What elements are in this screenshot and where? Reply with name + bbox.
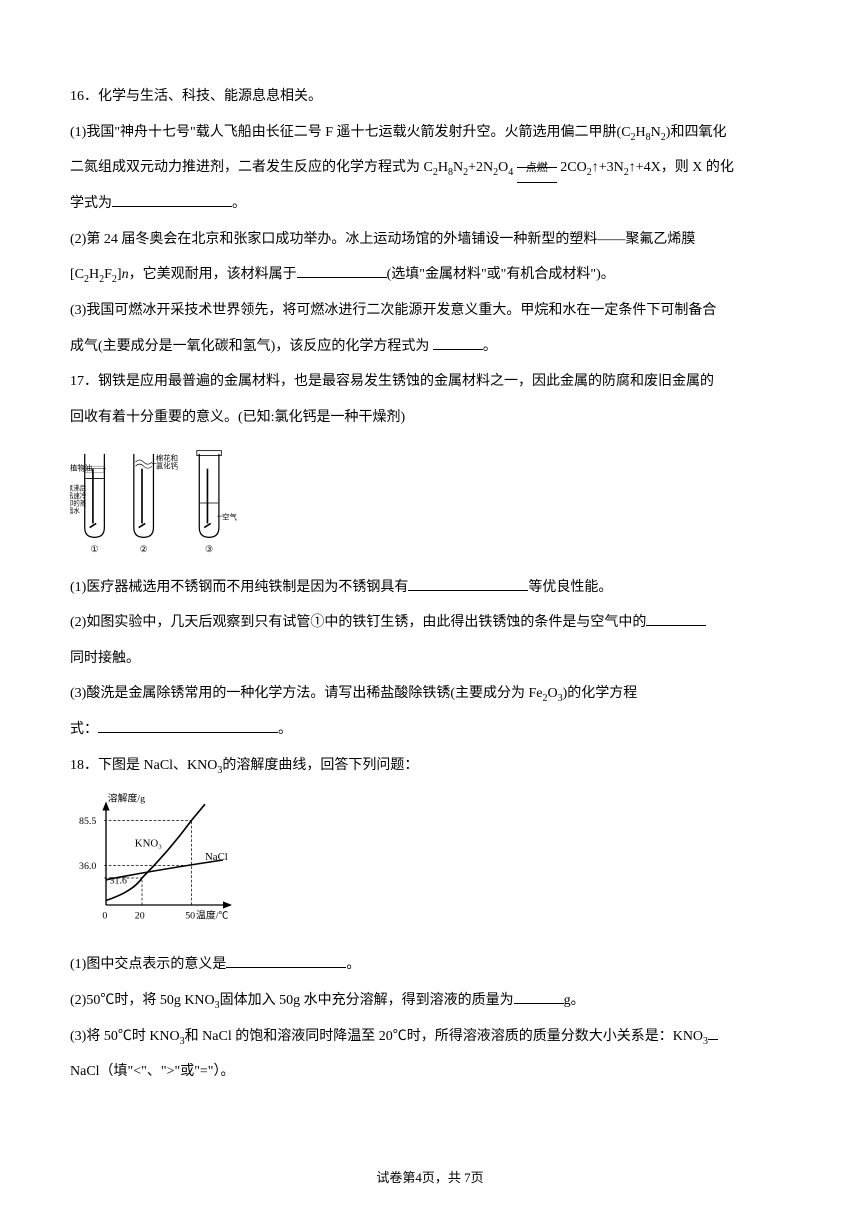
t: )和四氧化: [666, 125, 727, 140]
t: 式：: [70, 722, 98, 737]
q16-p1: (1)我国"神舟十七号"载人飞船由长征二号 F 遥十七运载火箭发射升空。火箭选用…: [70, 116, 790, 150]
y36: 36.0: [79, 861, 96, 872]
q16-p2: 二氮组成双元动力推进剂，二者发生反应的化学方程式为 C2H8N2+2N2O4 点…: [70, 151, 790, 185]
t: g。: [564, 993, 585, 1008]
t: 。: [483, 339, 497, 354]
t: 2CO: [560, 160, 586, 175]
t: (1)我国"神舟十七号"载人飞船由长征二号 F 遥十七运载火箭发射升空。火箭选用…: [70, 125, 631, 140]
blank: [112, 189, 232, 207]
solubility-chart: 溶解度/g 温度/℃ 85.5 36.0 31.6 0 20 50 KNO₃ N…: [70, 785, 250, 935]
q18-p3: (3)将 50℃时 KNO3和 NaCl 的饱和溶液同时降温至 20℃时，所得溶…: [70, 1020, 790, 1054]
q17-p4: 式： 。: [70, 713, 790, 747]
line: [517, 167, 557, 168]
n-italic: n: [122, 267, 129, 282]
blank: [297, 260, 387, 278]
nacl-label: NaCl: [205, 851, 228, 863]
air-label: 空气: [222, 512, 237, 521]
t: O: [548, 686, 558, 701]
tube-diagram: ① 植物油 煮沸后迅速冷却的蒸馏水 ② 棉花和氯化钙: [70, 443, 790, 563]
t: ↑+3N: [592, 160, 624, 175]
t: O: [498, 160, 508, 175]
blank: [514, 986, 564, 1004]
t: +2N: [468, 160, 493, 175]
y-axis-label: 溶解度/g: [108, 791, 145, 804]
t: 固体加入 50g 水中充分溶解，得到溶液的质量为: [220, 993, 514, 1008]
kno3-label: KNO₃: [135, 837, 162, 849]
oil-label: 植物油: [70, 463, 92, 472]
t: N: [453, 160, 463, 175]
blank: [433, 332, 483, 350]
x50: 50: [185, 910, 195, 921]
t: H: [89, 267, 99, 282]
q17-p1: (1)医疗器械选用不锈钢而不用纯铁制是因为不锈钢具有 等优良性能。: [70, 571, 790, 605]
t: (1)图中交点表示的意义是: [70, 957, 226, 972]
t: 学式为: [70, 196, 112, 211]
q17-p3: (3)酸洗是金属除锈常用的一种化学方法。请写出稀盐酸除铁锈(主要成分为 Fe2O…: [70, 677, 790, 711]
q16-p3: 学式为 。: [70, 187, 790, 221]
t: 和 NaCl 的饱和溶液同时降温至 20℃时，所得溶液溶质的质量分数大小关系是：…: [185, 1029, 703, 1044]
t: F: [104, 267, 112, 282]
q16-p7: 成气(主要成分是一氧化碳和氢气)，该反应的化学方程式为 。: [70, 330, 790, 364]
test-tubes-icon: ① 植物油 煮沸后迅速冷却的蒸馏水 ② 棉花和氯化钙: [70, 443, 250, 563]
q16-p4: (2)第 24 届冬奥会在北京和张家口成功举办。冰上运动场馆的外墙铺设一种新型的…: [70, 223, 790, 257]
cotton-label: 棉花和氯化钙: [156, 453, 179, 470]
blank: [708, 1022, 718, 1040]
t: ，它美观耐用，该材料属于: [129, 267, 297, 282]
blank: [408, 573, 528, 591]
q18-title: 18．下图是 NaCl、KNO3的溶解度曲线，回答下列问题：: [70, 749, 790, 783]
t: ↑+4X，则 X 的化: [629, 160, 734, 175]
q16-p5: [C2H2F2]n，它美观耐用，该材料属于(选填"金属材料"或"有机合成材料")…: [70, 258, 790, 292]
t: 成气(主要成分是一氧化碳和氢气)，该反应的化学方程式为: [70, 339, 433, 354]
t: (2)如图实验中，几天后观察到只有试管①中的铁钉生锈，由此得出铁锈蚀的条件是与空…: [70, 615, 646, 630]
q17-p2: (2)如图实验中，几天后观察到只有试管①中的铁钉生锈，由此得出铁锈蚀的条件是与空…: [70, 606, 790, 640]
label-1: ①: [91, 544, 99, 554]
q18-p2: (2)50℃时，将 50g KNO3固体加入 50g 水中充分溶解，得到溶液的质…: [70, 984, 790, 1018]
t: (3)酸洗是金属除锈常用的一种化学方法。请写出稀盐酸除铁锈(主要成分为 Fe: [70, 686, 543, 701]
t: 的溶解度曲线，回答下列问题：: [222, 758, 418, 773]
q17-title: 17．钢铁是应用最普遍的金属材料，也是最容易发生锈蚀的金属材料之一，因此金属的防…: [70, 365, 790, 399]
t: 。: [232, 196, 246, 211]
t: 二氮组成双元动力推进剂，二者发生反应的化学方程式为 C: [70, 160, 433, 175]
label-3: ③: [205, 544, 213, 554]
x20: 20: [135, 910, 145, 921]
page-footer: 试卷第4页，共 7页: [0, 1167, 860, 1186]
q17-title2: 回收有着十分重要的意义。(已知:氯化钙是一种干燥剂): [70, 401, 790, 435]
y85: 85.5: [79, 816, 96, 827]
x-axis-label: 温度/℃: [196, 908, 228, 921]
q16-title: 16．化学与生活、科技、能源息息相关。: [70, 80, 790, 114]
blank: [226, 950, 346, 968]
blank: [98, 715, 278, 733]
t: (3)将 50℃时 KNO: [70, 1029, 180, 1044]
blank: [646, 608, 706, 626]
t: [C: [70, 267, 84, 282]
t: 。: [278, 722, 292, 737]
q18-p1: (1)图中交点表示的意义是 。: [70, 948, 790, 982]
t: H: [636, 125, 646, 140]
t: 18．下图是 NaCl、KNO: [70, 758, 217, 773]
t: )的化学方程: [563, 686, 638, 701]
t: (选填"金属材料"或"有机合成材料")。: [387, 267, 615, 282]
condition: 点燃: [517, 155, 557, 182]
q16-p6: (3)我国可燃冰开采技术世界领先，将可燃冰进行二次能源开发意义重大。甲烷和水在一…: [70, 294, 790, 328]
t: 等优良性能。: [528, 580, 612, 595]
label-2: ②: [140, 544, 148, 554]
q18-p4: NaCl（填"<"、">"或"="）。: [70, 1055, 790, 1089]
t: H: [438, 160, 448, 175]
s: 4: [508, 167, 513, 178]
x0: 0: [102, 910, 107, 921]
t: (1)医疗器械选用不锈钢而不用纯铁制是因为不锈钢具有: [70, 580, 408, 595]
q17-p2b: 同时接触。: [70, 642, 790, 676]
t: N: [651, 125, 661, 140]
t: (2)50℃时，将 50g KNO: [70, 993, 215, 1008]
t: 。: [346, 957, 360, 972]
